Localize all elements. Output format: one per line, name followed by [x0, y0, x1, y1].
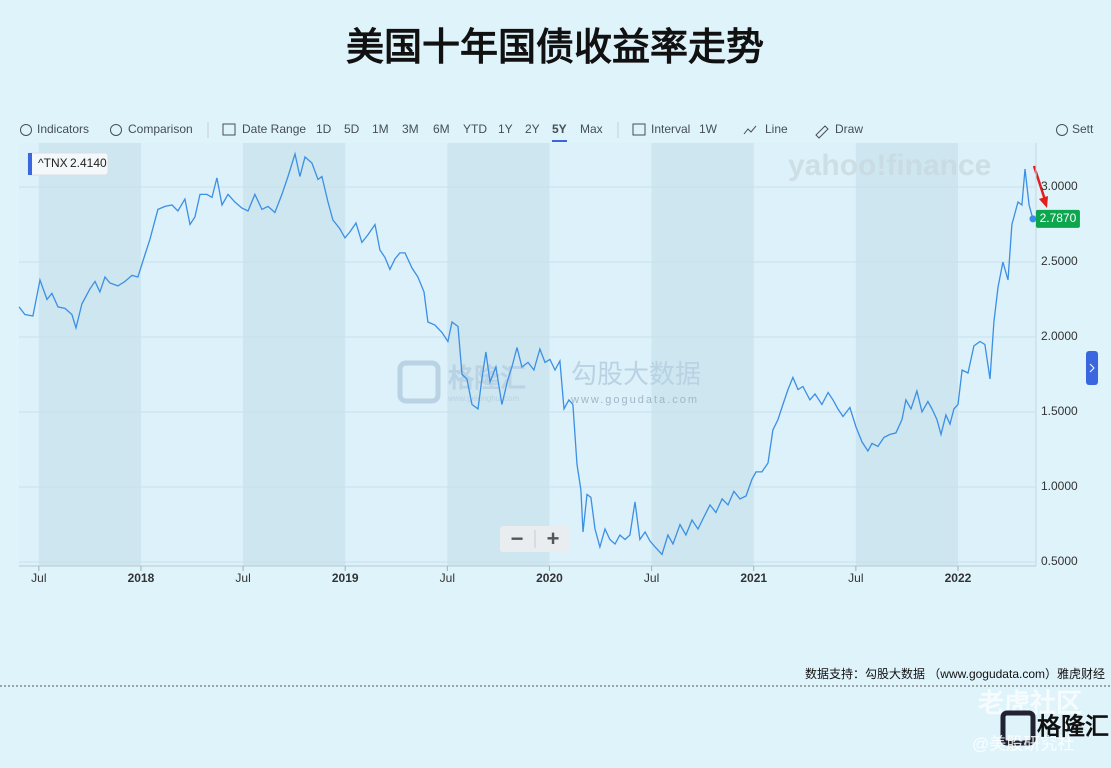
last-value-badge [1035, 209, 1080, 228]
side-tab-icon [1089, 363, 1095, 373]
toolbar-item[interactable]: 5D [344, 122, 360, 136]
watermark: www.gogudata.com [570, 394, 699, 406]
toolbar-item[interactable]: 3M [402, 122, 419, 136]
time-band [855, 143, 958, 566]
legend-name: ^TNX [38, 156, 68, 170]
toolbar-item[interactable]: 6M [433, 122, 450, 136]
last-value-label: 2.7870 [1040, 211, 1077, 225]
toolbar-item[interactable]: 5Y [552, 122, 567, 136]
x-tick-label: 2020 [536, 571, 563, 585]
y-tick-label: 0.5000 [1041, 554, 1078, 568]
x-tick-label: Jul [848, 571, 863, 585]
y-tick-label: 3.0000 [1041, 179, 1078, 193]
last-point [1029, 215, 1037, 223]
footer: 数据支持：勾股大数据 （www.gogudata.com）雅虎财经 [805, 666, 1105, 681]
toolbar-item[interactable]: Max [580, 122, 603, 136]
toolbar-item[interactable]: Line [765, 122, 788, 136]
time-band [243, 143, 346, 566]
toolbar-icon [222, 123, 236, 136]
watermark: 勾股大数据 [571, 359, 701, 389]
side-tab[interactable] [1086, 351, 1098, 385]
page-title: 美国十年国债收益率走势 [346, 27, 764, 69]
y-tick-label: 1.5000 [1041, 404, 1078, 418]
time-band [447, 143, 550, 566]
zoom-out[interactable]: − [511, 526, 524, 551]
toolbar-item[interactable]: Comparison [128, 122, 193, 136]
x-tick-label: Jul [440, 571, 455, 585]
toolbar-item[interactable]: Indicators [37, 122, 89, 136]
zoom-in[interactable]: + [547, 526, 560, 551]
y-tick-label: 2.0000 [1041, 329, 1078, 343]
watermark-logo [397, 360, 441, 404]
annotation-arrowhead [1039, 196, 1048, 208]
watermark: www.gelonghui.com [447, 394, 519, 403]
toolbar-icon [815, 125, 829, 139]
y-tick-label: 2.5000 [1041, 254, 1078, 268]
y-tick-label: 1.0000 [1041, 479, 1078, 493]
series-line [18, 151, 1034, 556]
toolbar-item[interactable]: 1W [699, 122, 718, 136]
x-tick-label: 2018 [128, 571, 155, 585]
toolbar-item[interactable]: Draw [835, 122, 863, 136]
toolbar-item[interactable]: 1M [372, 122, 389, 136]
watermark: @美股研究社 [972, 734, 1074, 753]
legend-value: 2.4140 [70, 156, 107, 170]
time-band [38, 143, 141, 566]
toolbar-icon [632, 123, 646, 136]
x-tick-label: Jul [235, 571, 250, 585]
toolbar-item[interactable]: 1Y [498, 122, 513, 136]
toolbar-icon [110, 124, 122, 136]
toolbar-item[interactable]: Interval [651, 122, 690, 136]
x-tick-label: 2019 [332, 571, 359, 585]
watermark-logo [1000, 710, 1036, 746]
toolbar-icon [1056, 124, 1068, 136]
watermark: 格隆汇 [448, 363, 526, 393]
x-tick-label: 2022 [945, 571, 972, 585]
x-tick-label: Jul [644, 571, 659, 585]
toolbar-item[interactable]: YTD [463, 122, 487, 136]
legend-swatch [28, 153, 32, 175]
toolbar-item[interactable]: Sett [1072, 122, 1094, 136]
x-tick-label: 2021 [740, 571, 767, 585]
toolbar-item[interactable]: 2Y [525, 122, 540, 136]
time-band [651, 143, 754, 566]
toolbar-icon [743, 125, 757, 135]
watermark: yahoo!finance [788, 149, 991, 182]
plot-area [19, 143, 1036, 566]
x-tick-label: Jul [31, 571, 46, 585]
active-underline [552, 140, 567, 142]
toolbar-item[interactable]: Date Range [242, 122, 306, 136]
toolbar-icon [20, 124, 32, 136]
watermark: 格隆汇 [1037, 712, 1109, 740]
toolbar-item[interactable]: 1D [316, 122, 332, 136]
